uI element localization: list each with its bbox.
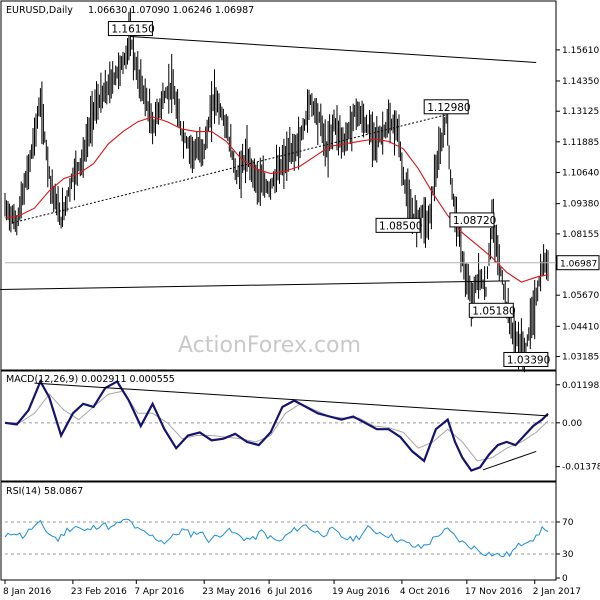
- level-label: 1.12980: [427, 102, 470, 114]
- moving-average-line: [4, 116, 549, 283]
- price-y-tick-label: 1.13125: [562, 107, 599, 117]
- price-y-tick-label: 1.11885: [562, 138, 599, 148]
- rsi-y-tick-label: 30: [562, 550, 574, 560]
- macd-trend-line: [482, 450, 537, 471]
- ohlc-header: 1.06630 1.07090 1.06246 1.06987: [88, 5, 254, 16]
- watermark: ActionForex.com: [178, 333, 361, 358]
- x-tick-label: 17 Nov 2016: [465, 587, 523, 597]
- last-price-label: 1.06987: [560, 260, 597, 270]
- rsi-line: [4, 518, 549, 558]
- macd-line: [4, 378, 549, 472]
- price-trend-line: [0, 280, 510, 290]
- macd-y-tick-label: 0.00: [562, 419, 582, 429]
- price-y-tick-label: 1.14350: [562, 77, 599, 87]
- price-title: EURUSD,Daily: [6, 5, 73, 16]
- level-label: 1.03390: [507, 354, 550, 366]
- price-panel-frame: [0, 0, 557, 371]
- x-tick-label: 7 Apr 2016: [134, 587, 184, 597]
- level-label-box: [107, 21, 153, 37]
- level-label: 1.08720: [453, 215, 496, 227]
- x-axis: 8 Jan 2016 23 Feb 2016 7 Apr 2016 23 May 20…: [3, 580, 581, 597]
- x-tick-label: 2 Jan 2017: [533, 587, 581, 597]
- x-tick-label: 23 Feb 2016: [71, 587, 127, 597]
- price-y-tick-label: 1.05670: [562, 291, 599, 301]
- level-label-box: [449, 212, 495, 228]
- price-y-tick-label: 1.15610: [562, 46, 599, 56]
- price-y-tick-label: 1.09380: [562, 200, 599, 210]
- macd-panel-frame: [0, 370, 557, 482]
- rsi-y-tick-label: 70: [562, 518, 574, 528]
- rsi-panel-frame: [0, 481, 557, 581]
- rsi-title: RSI(14) 58.0867: [6, 486, 83, 497]
- x-tick-label: 19 Aug 2016: [332, 587, 390, 597]
- macd-y-tick-label: 0.011982: [562, 381, 600, 391]
- level-label: 1.05180: [472, 305, 515, 317]
- level-label-box: [468, 302, 514, 318]
- macd-layer: 0.011982 0.00 -0.013788: [4, 378, 600, 473]
- level-label-box: [423, 99, 469, 115]
- x-tick-label: 4 Oct 2016: [400, 587, 450, 597]
- price-trend-line: [12, 114, 447, 224]
- price-y-tick-label: 1.04410: [562, 322, 599, 332]
- x-tick-label: 8 Jan 2016: [3, 587, 51, 597]
- price-layer: 1.15610 1.14350 1.13125 1.11885 1.10640 1.093…: [0, 7, 600, 373]
- price-trend-line: [130, 36, 537, 63]
- last-price-box: [556, 255, 600, 271]
- price-y-tick-label: 1.03185: [562, 353, 599, 363]
- level-label-box: [503, 351, 549, 367]
- macd-y-tick-label: -0.013788: [562, 463, 600, 473]
- level-label-box: [375, 217, 421, 233]
- x-tick-label: 23 May 2016: [202, 587, 261, 597]
- macd-signal-line: [5, 390, 549, 462]
- x-tick-label: 6 Jul 2016: [267, 587, 312, 597]
- level-label: 1.16150: [111, 24, 154, 36]
- price-y-tick-label: 1.10640: [562, 169, 599, 179]
- price-y-tick-label: 1.08155: [562, 230, 599, 240]
- rsi-y-tick-label: 0: [562, 574, 568, 584]
- macd-trend-line: [34, 382, 549, 417]
- level-label: 1.08500: [379, 220, 422, 232]
- macd-title: MACD(12,26,9) 0.002911 0.000555: [6, 374, 175, 385]
- rsi-layer: 70 30 0: [4, 518, 574, 584]
